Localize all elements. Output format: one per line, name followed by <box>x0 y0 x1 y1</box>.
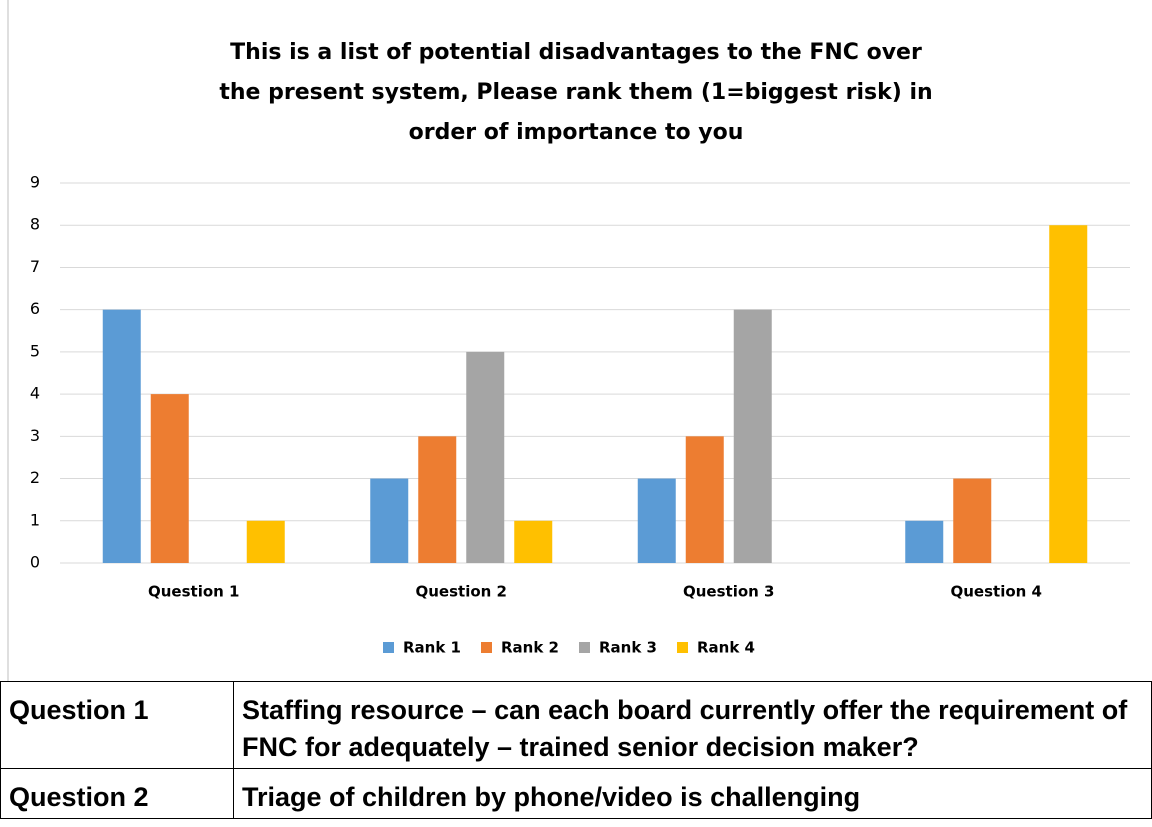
y-tick-label: 5 <box>30 341 40 360</box>
y-tick-label: 6 <box>30 299 40 318</box>
chart-title: This is a list of potential disadvantage… <box>219 40 933 145</box>
bar <box>150 394 189 563</box>
y-tick-label: 8 <box>30 215 40 234</box>
y-tick-label: 4 <box>30 384 40 403</box>
bar <box>246 520 285 563</box>
bar <box>514 520 553 563</box>
legend-label: Rank 1 <box>403 639 461 657</box>
legend-swatch <box>579 642 590 653</box>
bar <box>905 520 944 563</box>
x-tick-label: Question 1 <box>148 583 240 601</box>
table-cell: Triage of children by phone/video is cha… <box>233 768 1152 819</box>
bar <box>466 351 505 563</box>
table-cell: Question 1 <box>0 681 234 769</box>
table-cell: Staffing resource – can each board curre… <box>233 681 1152 769</box>
y-tick-label: 1 <box>30 510 40 529</box>
table-row: Question 2 Triage of children by phone/v… <box>0 768 1152 819</box>
y-tick-label: 7 <box>30 257 40 276</box>
bar <box>637 478 676 563</box>
bar <box>733 309 772 563</box>
legend-label: Rank 4 <box>697 639 755 657</box>
y-tick-label: 2 <box>30 468 40 487</box>
y-tick-label: 3 <box>30 426 40 445</box>
x-tick-label: Question 4 <box>951 583 1043 601</box>
question-table: Question 1 Staffing resource – can each … <box>0 681 1152 819</box>
chart: 0 1 2 3 4 5 6 7 8 9 Question 1 Question 2 Question 3… <box>7 0 1130 681</box>
legend-swatch <box>383 642 394 653</box>
bar <box>418 436 457 563</box>
legend-label: Rank 3 <box>599 639 657 657</box>
table-row: Question 1 Staffing resource – can each … <box>0 681 1152 769</box>
bar <box>1049 225 1088 563</box>
y-tick-label: 9 <box>30 173 40 192</box>
bar <box>953 478 992 563</box>
legend-label: Rank 2 <box>501 639 559 657</box>
bar <box>685 436 724 563</box>
x-tick-label: Question 3 <box>683 583 775 601</box>
x-tick-label: Question 2 <box>416 583 508 601</box>
legend-swatch <box>481 642 492 653</box>
bar <box>102 309 141 563</box>
bar <box>370 478 409 563</box>
y-tick-label: 0 <box>30 553 40 572</box>
table-cell: Question 2 <box>0 768 234 819</box>
legend-swatch <box>677 642 688 653</box>
